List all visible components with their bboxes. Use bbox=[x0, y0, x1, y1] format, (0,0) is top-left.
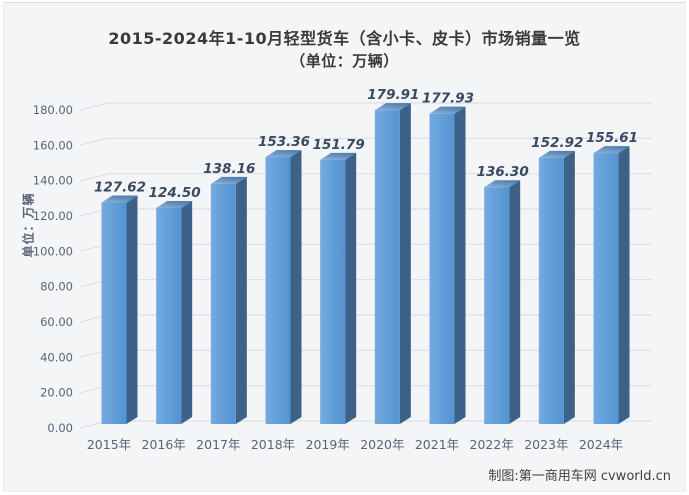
x-tick-label: 2016年 bbox=[142, 437, 186, 452]
bar-value-label: 152.92 bbox=[531, 135, 583, 151]
title-block: 2015-2024年1-10月轻型货车（含小卡、皮卡）市场销量一览 （单位：万辆… bbox=[4, 29, 685, 71]
y-tick-label: 160.00 bbox=[33, 138, 73, 152]
y-tick-label: 120.00 bbox=[33, 209, 73, 223]
bar bbox=[265, 150, 302, 424]
bar-top-face bbox=[210, 176, 247, 184]
bar-side-face bbox=[563, 150, 575, 424]
bar bbox=[538, 150, 575, 424]
x-tick-label: 2017年 bbox=[196, 437, 240, 452]
bar bbox=[374, 103, 411, 424]
bar-top-face bbox=[538, 150, 575, 158]
bar-side-face bbox=[454, 106, 466, 425]
bar-front-face bbox=[265, 157, 291, 424]
chart-subtitle: （单位：万辆） bbox=[290, 52, 399, 70]
x-tick-label: 2024年 bbox=[579, 437, 623, 452]
bar-top-face bbox=[265, 150, 302, 158]
bar bbox=[484, 180, 521, 424]
bar bbox=[320, 152, 357, 425]
bar-side-face bbox=[290, 150, 302, 424]
bar-value-label: 124.50 bbox=[149, 185, 201, 201]
bar-front-face bbox=[538, 157, 564, 424]
y-tick-label: 100.00 bbox=[33, 244, 73, 258]
bar-side-face bbox=[345, 152, 357, 425]
bar-top-face bbox=[101, 195, 138, 203]
x-tick-label: 2021年 bbox=[415, 437, 459, 452]
bar bbox=[101, 195, 138, 424]
gridline bbox=[79, 137, 652, 146]
credit-text: 制图:第一商用车网 cvworld.cn bbox=[488, 469, 671, 484]
bar-front-face bbox=[101, 202, 127, 424]
bar-value-label: 127.62 bbox=[94, 180, 146, 196]
y-tick-label: 40.00 bbox=[40, 350, 73, 364]
chart-title: 2015-2024年1-10月轻型货车（含小卡、皮卡）市场销量一览 bbox=[108, 29, 581, 48]
bar-top-face bbox=[484, 180, 521, 188]
bar-value-label: 153.36 bbox=[258, 134, 310, 150]
bar-front-face bbox=[320, 159, 346, 425]
bar-front-face bbox=[593, 153, 619, 425]
bar-value-label: 136.30 bbox=[477, 164, 529, 180]
chart-canvas: 2015-2024年1-10月轻型货车（含小卡、皮卡）市场销量一览 （单位：万辆… bbox=[3, 2, 686, 492]
y-tick-label: 180.00 bbox=[33, 103, 73, 117]
bar bbox=[429, 106, 466, 425]
bar-top-face bbox=[429, 106, 466, 114]
gridline bbox=[79, 173, 652, 182]
bar-side-face bbox=[235, 176, 247, 424]
bar bbox=[156, 201, 193, 424]
bar bbox=[593, 146, 630, 425]
bar-chart-plot: 0.00 20.00 40.00 60.00 80.00 100.00 120.00 140.… bbox=[33, 87, 652, 452]
bar-front-face bbox=[429, 113, 455, 425]
y-tick-label: 0.00 bbox=[47, 421, 73, 435]
y-tick-label: 60.00 bbox=[40, 315, 73, 329]
bar-top-face bbox=[320, 152, 357, 160]
bar-value-label: 179.91 bbox=[367, 87, 419, 103]
y-tick-label: 20.00 bbox=[40, 386, 73, 400]
y-tick-label: 80.00 bbox=[40, 280, 73, 294]
x-tick-label: 2015年 bbox=[87, 437, 131, 452]
bar-front-face bbox=[374, 110, 400, 424]
bar-side-face bbox=[126, 195, 138, 424]
bar-side-face bbox=[399, 103, 411, 424]
bar-front-face bbox=[484, 187, 510, 424]
bar-side-face bbox=[509, 180, 521, 424]
bar-front-face bbox=[210, 183, 236, 424]
bar-top-face bbox=[374, 103, 411, 111]
bar-top-face bbox=[156, 201, 193, 209]
x-tick-label: 2023年 bbox=[524, 437, 568, 452]
x-tick-label: 2020年 bbox=[360, 437, 404, 452]
bar-front-face bbox=[156, 208, 182, 424]
bar-side-face bbox=[618, 146, 630, 425]
bar-value-label: 138.16 bbox=[203, 161, 255, 177]
x-tick-label: 2018年 bbox=[251, 437, 295, 452]
y-tick-label: 140.00 bbox=[33, 174, 73, 188]
bar-top-face bbox=[593, 146, 630, 154]
x-tick-label: 2019年 bbox=[306, 437, 350, 452]
gridline bbox=[79, 102, 652, 111]
bar-value-label: 177.93 bbox=[422, 91, 474, 107]
bar bbox=[210, 176, 247, 424]
bar-value-label: 155.61 bbox=[586, 130, 638, 146]
bar-value-label: 151.79 bbox=[313, 137, 365, 153]
x-tick-label: 2022年 bbox=[470, 437, 514, 452]
bar-side-face bbox=[181, 201, 193, 424]
